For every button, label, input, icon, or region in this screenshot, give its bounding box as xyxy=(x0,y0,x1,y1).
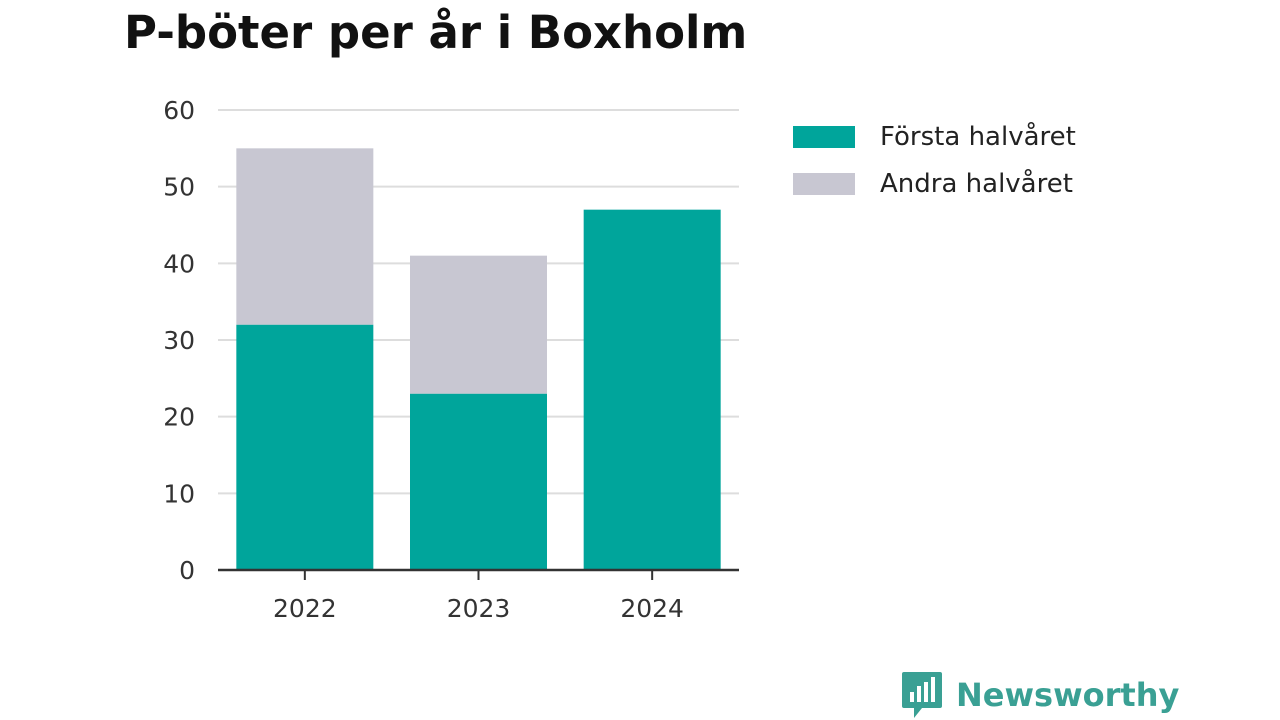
bar-2022-series-1 xyxy=(236,148,374,325)
legend-item-forsta-halvaret: Första halvåret xyxy=(793,113,1076,160)
x-tick-label: 2022 xyxy=(273,594,337,623)
legend-label-andra-halvaret: Andra halvåret xyxy=(880,168,1073,199)
y-tick-label: 50 xyxy=(163,173,195,202)
bar-2022-series-0 xyxy=(236,324,374,570)
legend-label-forsta-halvaret: Första halvåret xyxy=(880,121,1076,152)
x-axis-tick-labels: 2022 2023 2024 xyxy=(273,594,684,623)
y-tick-label: 60 xyxy=(163,96,195,125)
x-tick-label: 2023 xyxy=(447,594,511,623)
legend-swatch-forsta-halvaret xyxy=(793,125,855,148)
legend-swatch-andra-halvaret xyxy=(793,172,855,195)
y-tick-label: 30 xyxy=(163,326,195,355)
chart-title: P-böter per år i Boxholm xyxy=(124,6,748,59)
y-tick-label: 40 xyxy=(163,249,195,278)
legend: Första halvåret Andra halvåret xyxy=(793,113,1076,207)
y-tick-label: 0 xyxy=(179,556,195,585)
x-tick-label: 2024 xyxy=(620,594,684,623)
newsworthy-bar-chart-icon xyxy=(902,672,942,718)
legend-item-andra-halvaret: Andra halvåret xyxy=(793,160,1076,207)
bar-2024-series-0 xyxy=(583,209,721,570)
x-axis xyxy=(218,568,739,580)
y-axis-tick-labels: 0 10 20 30 40 50 60 xyxy=(163,96,195,585)
brand-name: Newsworthy xyxy=(956,676,1180,714)
bars xyxy=(236,148,721,570)
brand-logo: Newsworthy xyxy=(900,670,1179,720)
bar-2023-series-1 xyxy=(410,255,547,394)
bar-2023-series-0 xyxy=(410,393,547,570)
y-tick-label: 20 xyxy=(163,403,195,432)
y-tick-label: 10 xyxy=(163,479,195,508)
